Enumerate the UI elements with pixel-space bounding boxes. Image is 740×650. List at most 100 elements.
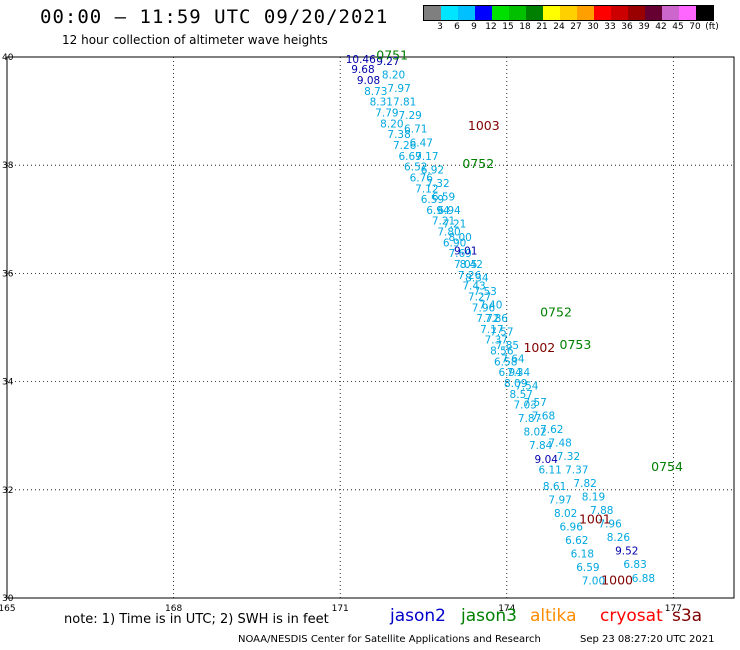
legend-label: 39: [638, 22, 650, 32]
wave-height-label: 7.12: [415, 183, 438, 195]
wave-height-label: 7.54: [515, 381, 539, 393]
legend-label: 6: [454, 22, 460, 32]
chart-title: 00:00 – 11:59 UTC 09/20/2021: [40, 6, 389, 28]
legend-swatch: [543, 6, 560, 20]
wave-height-label: 7.96: [598, 519, 622, 531]
wave-height-label: 6.58: [494, 356, 517, 368]
legend-label: 24: [553, 22, 565, 32]
y-tick-label: 32: [2, 486, 13, 496]
y-tick-label: 40: [2, 53, 14, 63]
y-tick-label: 36: [2, 269, 14, 279]
wave-height-label: 7.26: [458, 270, 482, 282]
wave-height-label: 7.69: [448, 248, 471, 260]
time-annotation: 0752: [540, 305, 572, 320]
legend-label: 9: [471, 22, 477, 32]
wave-height-label: 7.72: [476, 313, 499, 325]
satellite-altika: altika: [530, 606, 577, 626]
wave-height-label: 6.59: [576, 562, 599, 574]
wave-height-label: 8.02: [523, 427, 546, 439]
y-tick-label: 38: [2, 161, 14, 171]
plot-frame: [6, 56, 735, 599]
wave-height-label: 7.21: [432, 216, 455, 228]
legend-swatch: [526, 6, 543, 20]
wave-height-label: 8.02: [554, 508, 577, 520]
legend-label: 3: [437, 22, 443, 32]
wave-height-label: 7.43: [462, 281, 485, 293]
wave-height-label: 6.83: [623, 559, 646, 571]
time-annotation: 1002: [523, 340, 555, 355]
wave-height-label: 10.46: [346, 54, 376, 66]
wave-height-label: 7.17: [415, 151, 438, 163]
wave-height-label: 6.52: [404, 162, 427, 174]
wave-height-label: 7.57: [490, 327, 513, 339]
wave-height-label: 8.19: [582, 492, 605, 504]
wave-height-label: 9.68: [351, 64, 374, 76]
wave-height-label: 6.59: [421, 194, 444, 206]
wave-height-label: 6.96: [560, 521, 584, 533]
wave-height-label: 6.94: [426, 205, 450, 217]
legend-label: 30: [587, 22, 599, 32]
wave-height-label: 6.71: [404, 124, 427, 136]
wave-height-label: 7.80: [437, 227, 460, 239]
x-tick-label: 168: [165, 604, 182, 614]
wave-height-label: 9.52: [615, 546, 638, 558]
time-annotation: 1000: [601, 572, 633, 587]
wave-height-label: 8.42: [460, 259, 483, 271]
wave-height-label: 7.84: [529, 440, 553, 452]
wave-height-label: 7.86: [485, 313, 509, 325]
color-legend-labels: 3 6 9 12 15 18 21 24 27 30 33 36 39 42 45 70 (ft): [423, 22, 740, 34]
x-tick-label: 165: [0, 604, 16, 614]
legend-label: 36: [621, 22, 633, 32]
wave-height-label: 7.88: [590, 505, 613, 517]
wave-height-label: 7.87: [518, 413, 541, 425]
wave-height-label: 7.17: [480, 324, 503, 336]
legend-label: 45: [672, 22, 684, 32]
legend-swatch: [458, 6, 475, 20]
wave-height-label: 9.01: [454, 245, 477, 257]
y-tick-label: 30: [2, 594, 14, 604]
time-annotation: 0753: [560, 337, 592, 352]
wave-height-label: 8.34: [465, 273, 489, 285]
satellite-cryosat: cryosat: [600, 606, 663, 626]
wave-height-label: 6.18: [571, 548, 594, 560]
x-tick-label: 177: [665, 604, 682, 614]
legend-swatch: [560, 6, 577, 20]
wave-height-label: 7.37: [485, 335, 508, 347]
legend-swatch: [679, 6, 696, 20]
wave-height-label: 7.85: [496, 340, 519, 352]
wave-height-label: 7.21: [443, 218, 466, 230]
wave-height-label: 7.48: [548, 438, 571, 450]
wave-height-label: 7.40: [479, 300, 502, 312]
x-tick-label: 171: [332, 604, 349, 614]
time-annotation: 1001: [579, 511, 611, 526]
generated-timestamp: Sep 23 08:27:20 UTC 2021: [580, 634, 715, 645]
wave-height-label: 7.32: [426, 178, 449, 190]
wave-height-label: 8.56: [490, 346, 514, 358]
legend-label: 18: [519, 22, 531, 32]
wave-height-label: 7.27: [468, 291, 491, 303]
wave-height-label: 7.81: [393, 97, 416, 109]
legend-swatch: [645, 6, 662, 20]
wave-height-label: 7.57: [523, 397, 546, 409]
wave-height-label: 8.57: [510, 389, 533, 401]
satellite-s3a: s3a: [672, 606, 703, 626]
legend-label: (ft): [705, 22, 719, 32]
y-tick-label: 34: [2, 378, 14, 388]
legend-label: 21: [536, 22, 548, 32]
wave-height-label: 6.94: [498, 367, 522, 379]
wave-height-label: 8.61: [543, 481, 566, 493]
legend-label: 33: [604, 22, 616, 32]
wave-height-label: 8.26: [607, 532, 631, 544]
legend-swatch: [492, 6, 509, 20]
wave-height-label: 6.88: [632, 573, 655, 585]
wave-height-label: 8.73: [364, 86, 387, 98]
wave-height-label: 7.62: [540, 424, 563, 436]
wave-height-label: 6.62: [565, 535, 588, 547]
wave-height-label: 6.59: [432, 191, 455, 203]
wave-height-label: 8.31: [370, 97, 393, 109]
color-legend-bar: [423, 5, 714, 21]
wave-height-label: 7.97: [387, 83, 410, 95]
legend-label: 15: [502, 22, 514, 32]
wave-height-label: 9.04: [535, 454, 559, 466]
legend-swatch: [696, 6, 713, 20]
